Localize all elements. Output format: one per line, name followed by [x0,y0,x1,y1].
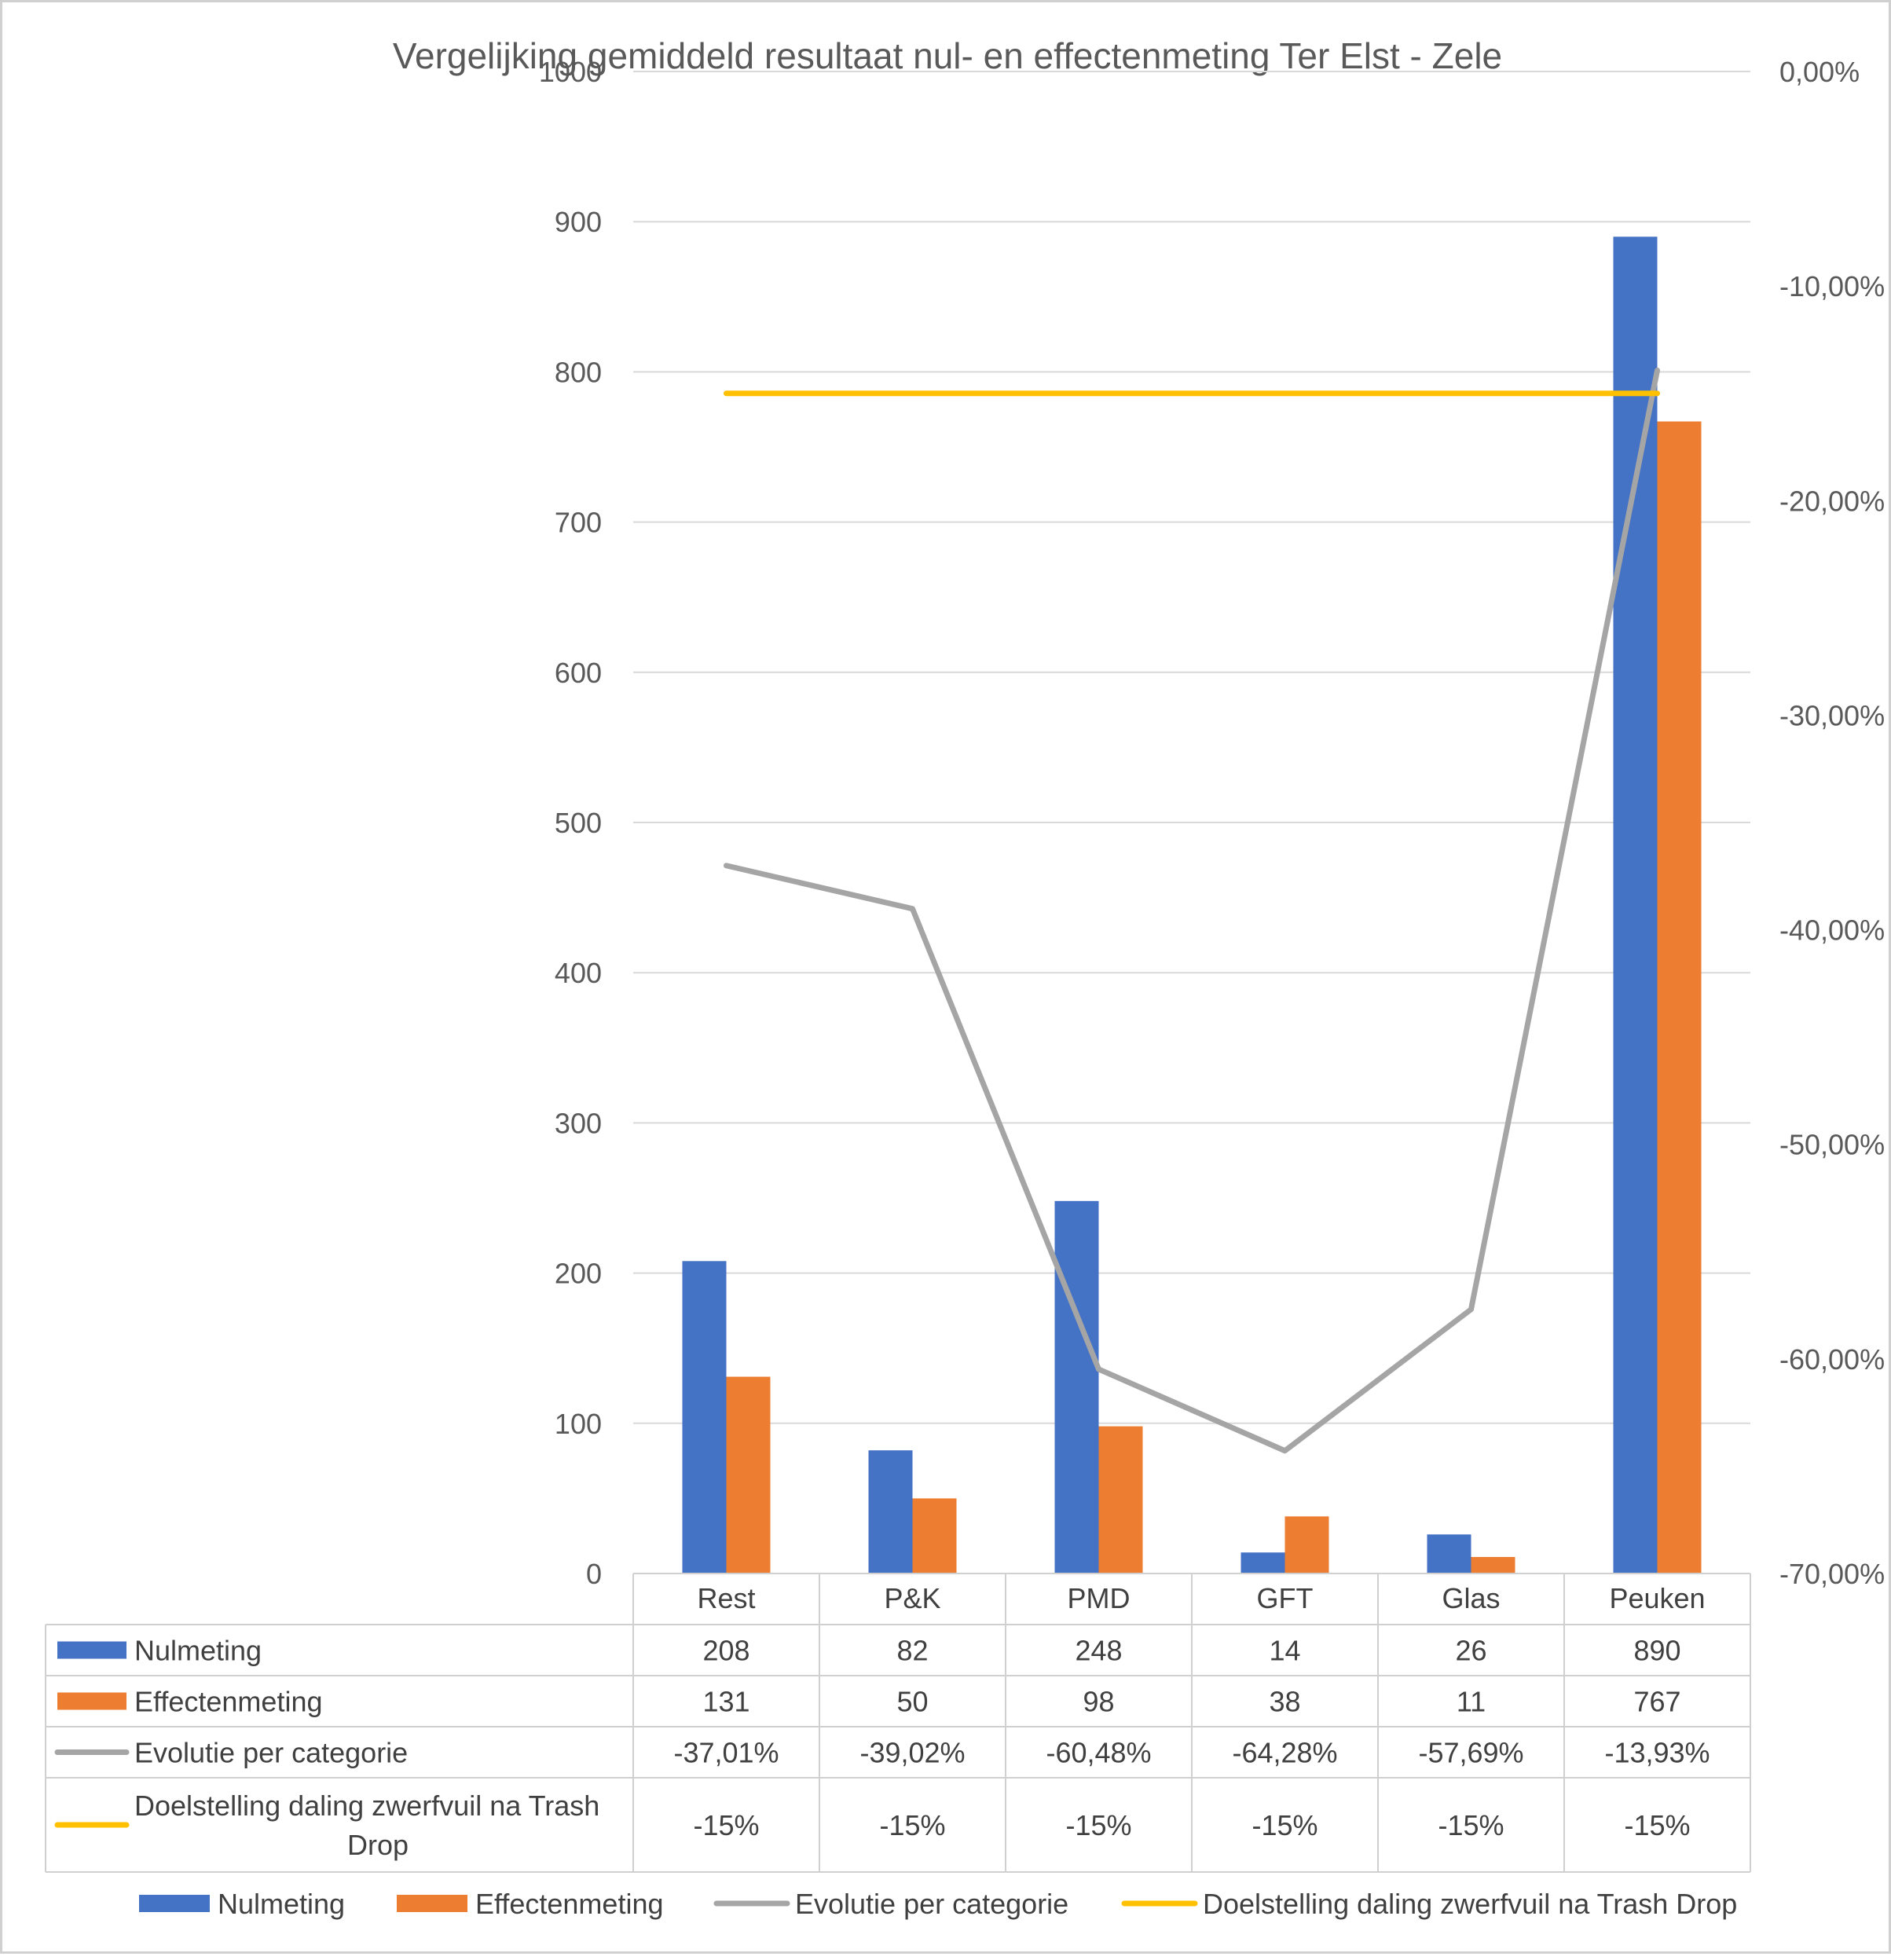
legend: Nulmeting Effectenmeting Evolutie per cate… [139,1888,1737,1920]
table-key-effectenmeting [57,1692,126,1710]
y-tick-label: 0 [586,1558,602,1590]
data-label: -15% [1624,1809,1690,1841]
y2-tick-label: -30,00% [1779,699,1885,731]
data-label: 50 [896,1686,928,1718]
data-label: -57,69% [1418,1737,1523,1769]
legend-key-effectenmeting [397,1895,467,1912]
y-axis-right: 0,00% -10,00% -20,00% -30,00% -40,00% -50,00%… [1779,56,1885,1590]
y-axis-left: 0 100 200 300 400 500 600 700 800 900 1000 [539,56,602,1590]
data-label: 38 [1269,1686,1300,1718]
data-label: 26 [1455,1635,1486,1667]
table-row-label: Doelstelling daling zwerfvuil na Trash Dr… [134,1790,599,1861]
data-label: 208 [702,1635,749,1667]
x-tick-label: PMD [1068,1582,1131,1614]
y-tick-label: 700 [555,507,602,539]
bar-effectenmeting-p-k [912,1498,957,1573]
x-tick-label: Glas [1442,1582,1500,1614]
data-label: 14 [1269,1635,1300,1667]
legend-entry: Evolutie per categorie [795,1888,1068,1920]
y2-tick-label: -10,00% [1779,270,1885,302]
data-label: -64,28% [1232,1737,1337,1769]
table-row-label: Effectenmeting [134,1686,322,1718]
bar-nulmeting-pmd [1054,1200,1099,1573]
bar-nulmeting-glas [1427,1534,1471,1573]
data-label: -15% [1252,1809,1317,1841]
y-tick-label: 200 [555,1258,602,1290]
x-tick-label: P&K [884,1582,940,1614]
data-label: -60,48% [1046,1737,1151,1769]
table-key-nulmeting [57,1641,126,1659]
y-tick-label: 100 [555,1408,602,1440]
y-tick-label: 300 [555,1107,602,1139]
data-label: -15% [1065,1809,1131,1841]
x-tick-label: GFT [1257,1582,1314,1614]
y-tick-label: 600 [555,657,602,689]
bar-effectenmeting-glas [1471,1556,1515,1573]
chart-title: Vergelijking gemiddeld resultaat nul- en… [393,35,1502,76]
bar-nulmeting-p-k [868,1450,913,1573]
data-label: -39,02% [859,1737,965,1769]
data-label: 98 [1083,1686,1114,1718]
data-label: -15% [693,1809,759,1841]
data-label: -13,93% [1604,1737,1710,1769]
bar-effectenmeting-pmd [1098,1426,1143,1573]
bar-nulmeting-peuken [1613,236,1658,1573]
y2-tick-label: -40,00% [1779,914,1885,947]
bar-effectenmeting-gft [1284,1516,1329,1573]
data-label: 82 [896,1635,928,1667]
bar-nulmeting-rest [682,1261,727,1573]
bar-nulmeting-gft [1241,1552,1285,1573]
data-label: -15% [879,1809,945,1841]
lines-layer [724,367,1660,1454]
legend-key-nulmeting [139,1895,210,1912]
y2-tick-label: -60,00% [1779,1343,1885,1376]
data-label: 11 [1457,1686,1486,1718]
y-tick-label: 800 [555,356,602,388]
y-tick-label: 500 [555,807,602,839]
y-tick-label: 400 [555,957,602,989]
bar-effectenmeting-rest [726,1376,771,1573]
legend-entry: Effectenmeting [475,1888,663,1920]
table-row-label: Nulmeting [134,1635,262,1667]
bar-effectenmeting-peuken [1657,421,1702,1573]
data-label: 890 [1633,1635,1680,1667]
x-tick-label: Peuken [1609,1582,1705,1614]
table-row-label: Evolutie per categorie [134,1737,408,1769]
data-label: 767 [1633,1686,1680,1718]
x-tick-label: Rest [697,1582,755,1614]
data-label: 131 [702,1686,749,1718]
line-evolutie-per-categorie [724,367,1660,1454]
y2-tick-label: 0,00% [1779,56,1860,88]
data-label: -15% [1438,1809,1504,1841]
y-tick-label: 1000 [539,56,602,88]
data-label: 248 [1075,1635,1122,1667]
bars-layer [682,236,1702,1573]
grid-lines [633,71,1750,1424]
y-tick-label: 900 [555,206,602,238]
legend-entry: Nulmeting [218,1888,345,1920]
y2-tick-label: -50,00% [1779,1129,1885,1161]
legend-entry: Doelstelling daling zwerfvuil na Trash D… [1203,1888,1737,1920]
data-label: -37,01% [673,1737,779,1769]
data-table: Rest P&K PMD GFT Glas Peuken Nulmeting 208 82 248… [45,1573,1751,1873]
y2-tick-label: -20,00% [1779,485,1885,517]
y2-tick-label: -70,00% [1779,1558,1885,1590]
